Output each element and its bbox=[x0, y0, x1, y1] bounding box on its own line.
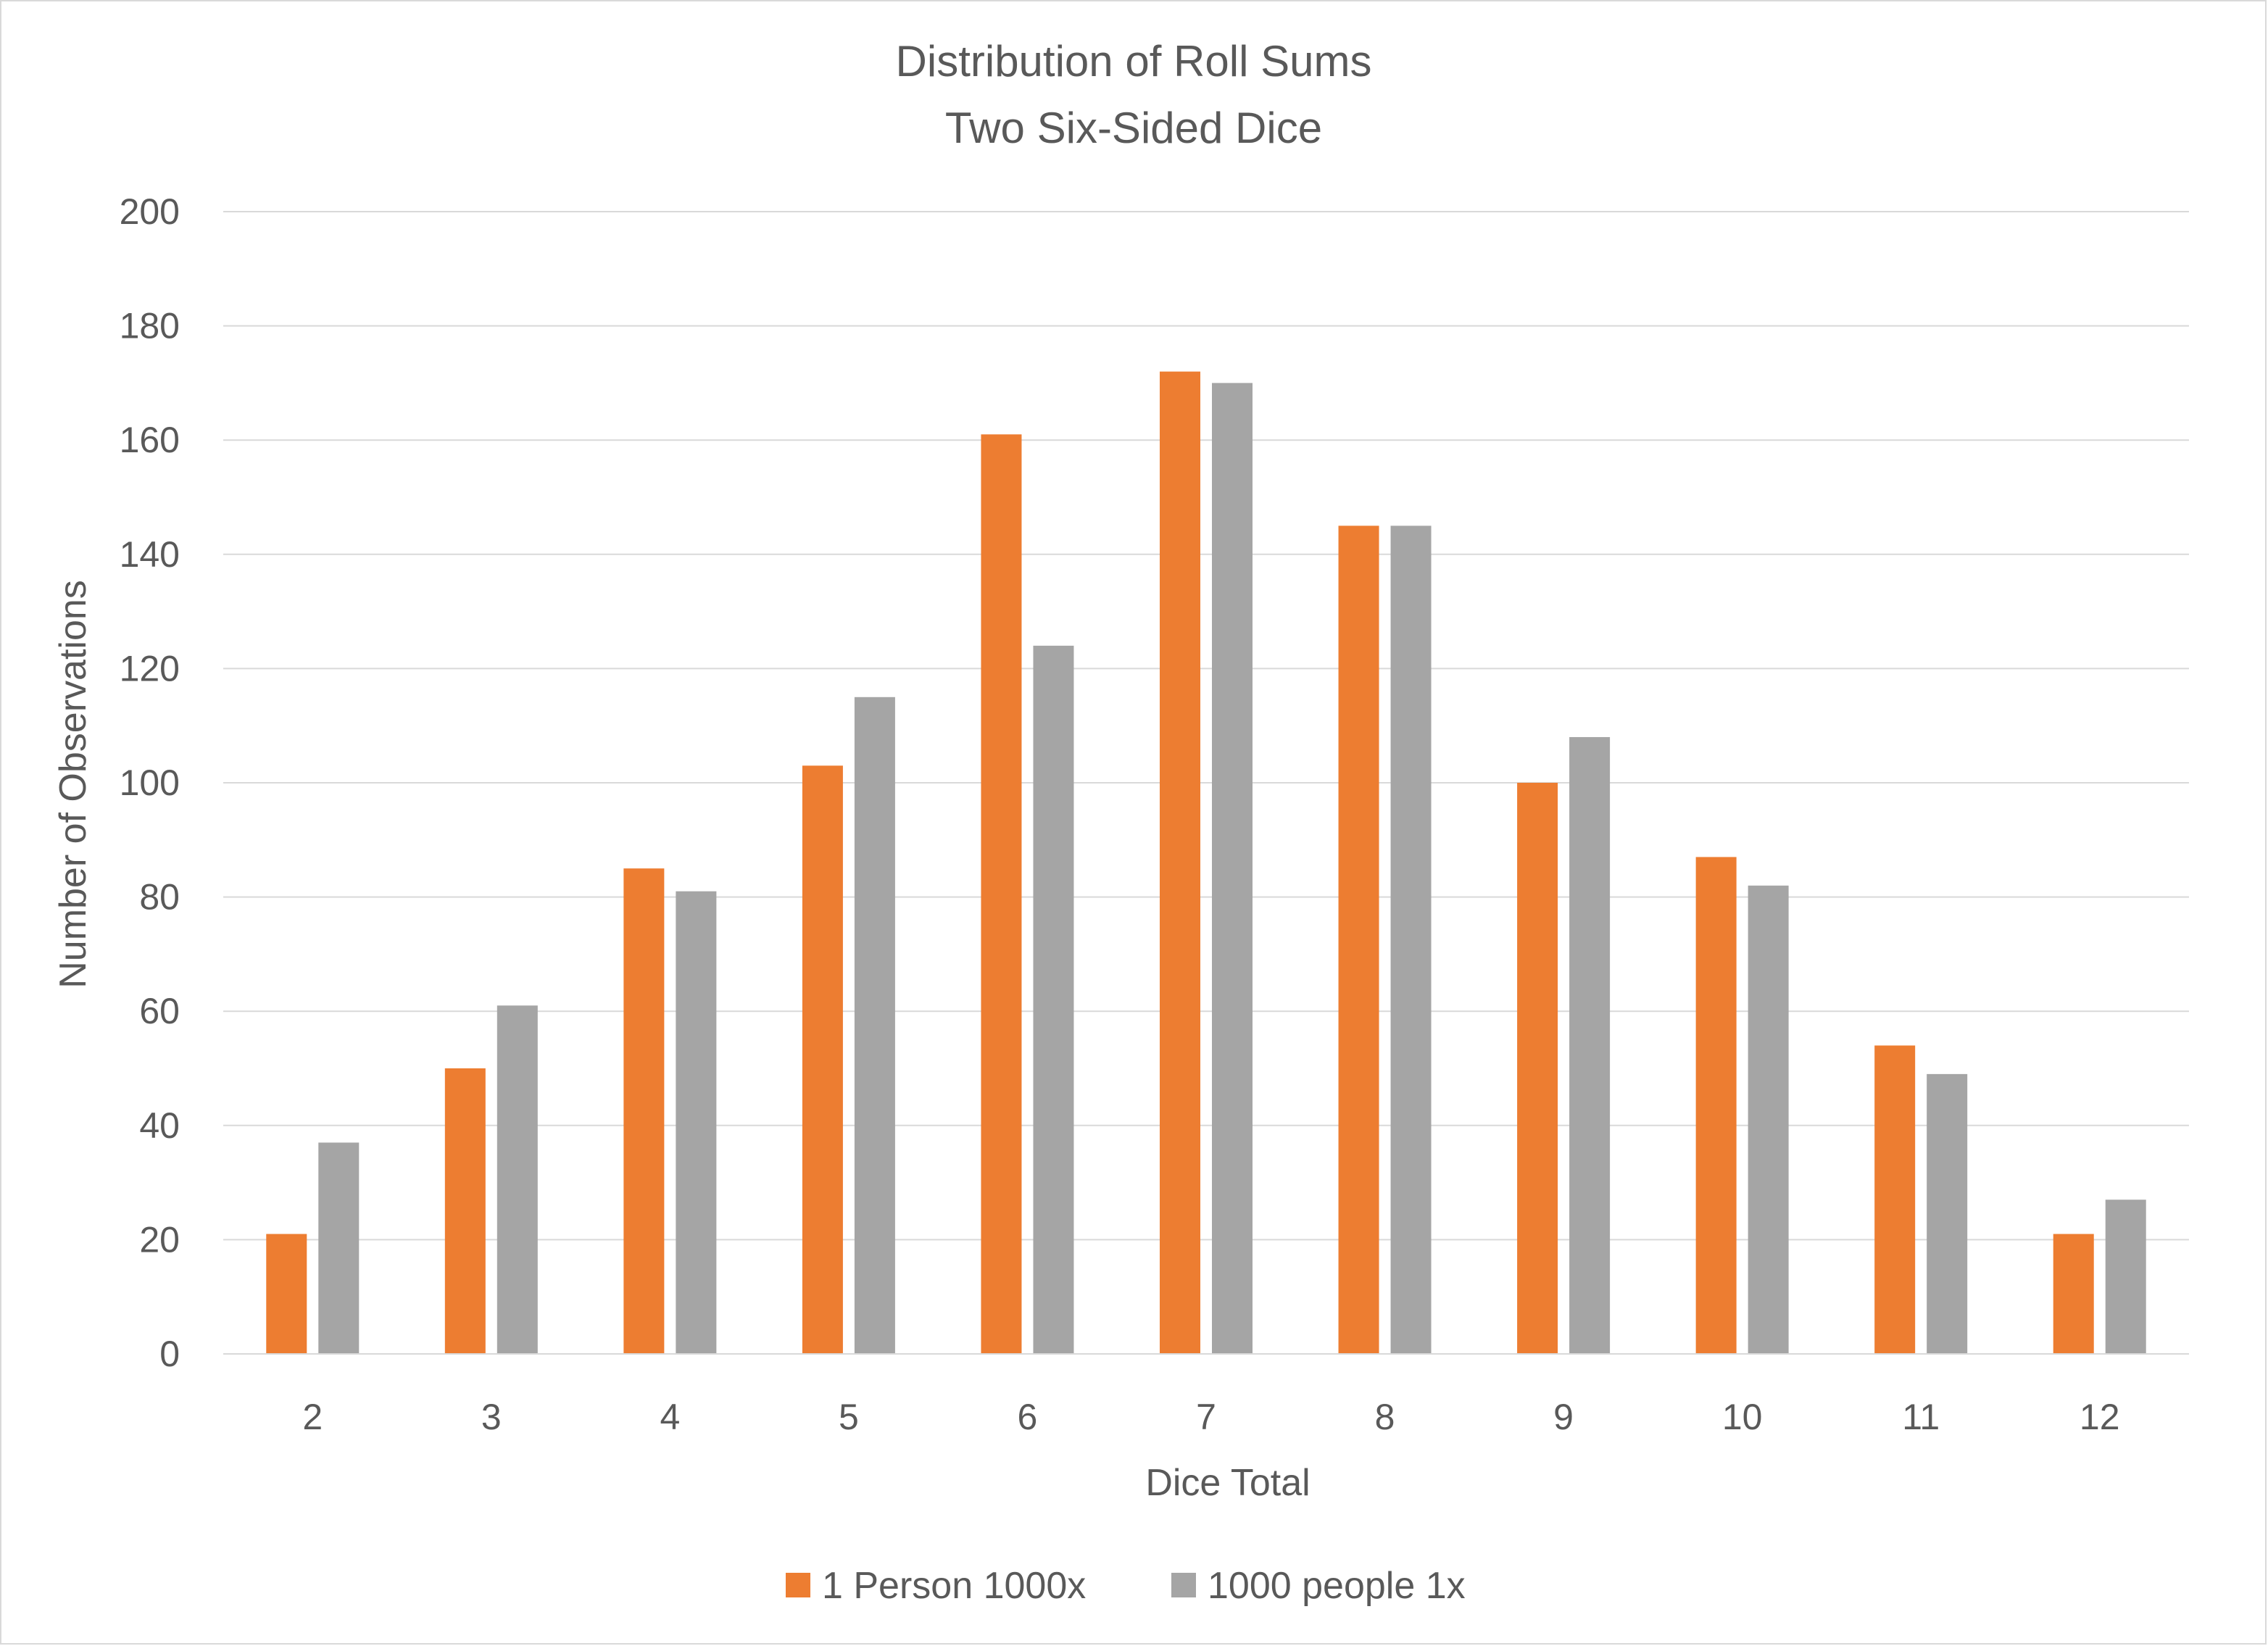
bar-series-2-11 bbox=[1927, 1073, 1968, 1354]
legend-swatch-series-2 bbox=[1171, 1573, 1196, 1597]
bar-series-2-8 bbox=[1390, 525, 1432, 1354]
y-tick-label: 0 bbox=[159, 1334, 180, 1374]
bar-series-2-12 bbox=[2105, 1200, 2146, 1354]
bar-series-1-3 bbox=[444, 1068, 486, 1354]
y-tick-label: 100 bbox=[120, 762, 180, 803]
bar-series-1-10 bbox=[1695, 857, 1737, 1354]
bar-series-1-6 bbox=[981, 434, 1022, 1354]
y-tick-label: 140 bbox=[120, 534, 180, 575]
legend-label-series-2: 1000 people 1x bbox=[1208, 1565, 1466, 1607]
bar-series-1-8 bbox=[1338, 525, 1379, 1354]
bar-series-2-3 bbox=[497, 1005, 538, 1354]
x-tick-label: 10 bbox=[1722, 1397, 1763, 1437]
legend-label-series-1: 1 Person 1000x bbox=[822, 1565, 1086, 1607]
x-tick-label: 3 bbox=[481, 1397, 502, 1437]
bar-series-2-7 bbox=[1212, 383, 1253, 1354]
y-tick-label: 40 bbox=[139, 1105, 180, 1146]
x-tick-label: 2 bbox=[302, 1397, 323, 1437]
x-tick-label: 9 bbox=[1553, 1397, 1574, 1437]
bar-series-2-10 bbox=[1748, 885, 1789, 1354]
x-axis-title: Dice Total bbox=[1145, 1462, 1310, 1504]
x-tick-label: 12 bbox=[2080, 1397, 2120, 1437]
y-tick-label: 60 bbox=[139, 991, 180, 1031]
bar-series-1-11 bbox=[1874, 1045, 1916, 1354]
bar-series-2-5 bbox=[854, 697, 895, 1354]
x-tick-label: 8 bbox=[1375, 1397, 1395, 1437]
bars bbox=[266, 371, 2146, 1354]
x-tick-label: 5 bbox=[839, 1397, 859, 1437]
y-axis-ticks: 0 20 40 60 80 100 120 140 160 180 200 bbox=[120, 191, 180, 1374]
y-tick-label: 160 bbox=[120, 420, 180, 460]
x-tick-label: 4 bbox=[660, 1397, 680, 1437]
legend-swatch-series-1 bbox=[786, 1573, 810, 1597]
legend: 1 Person 1000x 1000 people 1x bbox=[786, 1565, 1466, 1607]
bar-series-2-6 bbox=[1033, 645, 1074, 1354]
x-tick-label: 6 bbox=[1018, 1397, 1038, 1437]
bar-series-2-9 bbox=[1569, 736, 1611, 1354]
y-axis-title: Number of Observations bbox=[52, 580, 94, 989]
bar-series-1-4 bbox=[623, 868, 665, 1354]
y-tick-label: 20 bbox=[139, 1219, 180, 1260]
bar-series-1-9 bbox=[1517, 783, 1558, 1354]
bar-series-1-2 bbox=[266, 1234, 307, 1354]
bar-series-1-12 bbox=[2053, 1234, 2094, 1354]
x-tick-label: 11 bbox=[1902, 1397, 1940, 1437]
bar-series-1-7 bbox=[1160, 371, 1200, 1354]
y-tick-label: 180 bbox=[120, 306, 180, 346]
y-tick-label: 200 bbox=[120, 191, 180, 232]
chart-subtitle: Two Six-Sided Dice bbox=[945, 104, 1322, 152]
y-tick-label: 120 bbox=[120, 648, 180, 689]
x-tick-label: 7 bbox=[1196, 1397, 1216, 1437]
chart-title: Distribution of Roll Sums bbox=[896, 37, 1372, 86]
bar-series-2-2 bbox=[318, 1142, 360, 1354]
x-axis-ticks: 2 3 4 5 6 7 8 9 10 11 12 bbox=[223, 1353, 2189, 1437]
y-tick-label: 80 bbox=[139, 877, 180, 918]
bar-series-1-5 bbox=[802, 765, 843, 1354]
bar-series-2-4 bbox=[676, 891, 717, 1354]
